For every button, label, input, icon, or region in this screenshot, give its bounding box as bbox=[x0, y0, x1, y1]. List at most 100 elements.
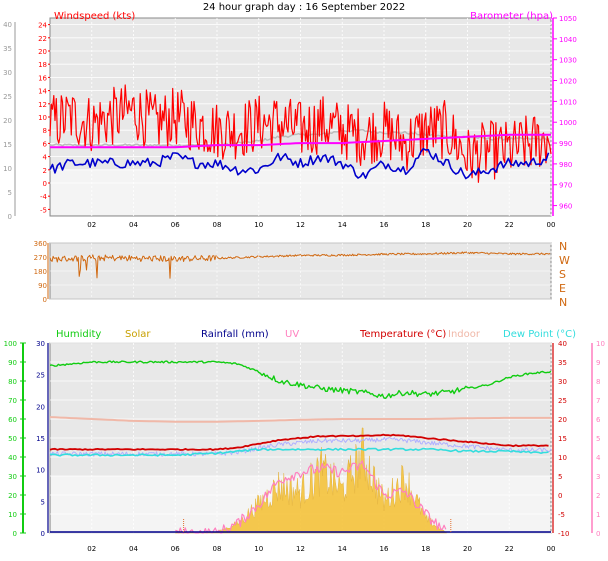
x-tick-label: 20 bbox=[463, 221, 472, 229]
compass-label: N bbox=[559, 240, 567, 253]
baro-axis-title: Barometer (hpa) bbox=[470, 11, 553, 22]
compass-label: S bbox=[559, 268, 566, 281]
humidity-tick-label: 10 bbox=[8, 511, 17, 519]
temperature-tick-label: 35 bbox=[558, 359, 567, 367]
outer-left-tick: 0 bbox=[8, 213, 12, 221]
direction-tick-label: 360 bbox=[34, 240, 47, 248]
wind-tick-label: 10 bbox=[38, 114, 47, 122]
humidity-tick-label: 70 bbox=[8, 397, 17, 405]
wind-panel-lower bbox=[51, 169, 550, 215]
rainfall-tick-label: 5 bbox=[41, 498, 45, 506]
uv-tick-label: 1 bbox=[596, 511, 600, 519]
humidity-tick-label: 20 bbox=[8, 492, 17, 500]
temperature-tick-label: 20 bbox=[558, 416, 567, 424]
x-tick-label: 20 bbox=[463, 545, 472, 553]
direction-tick-label: 0 bbox=[43, 296, 47, 304]
humidity-tick-label: 100 bbox=[4, 340, 17, 348]
uv-tick-label: 7 bbox=[596, 397, 600, 405]
x-tick-label: 14 bbox=[338, 545, 347, 553]
wind-tick-label: 14 bbox=[38, 88, 47, 96]
baro-tick-label: 1000 bbox=[559, 119, 577, 127]
x-tick-label: 08 bbox=[213, 221, 222, 229]
outer-left-tick: 30 bbox=[3, 69, 12, 77]
temperature-tick-label: -10 bbox=[558, 530, 569, 538]
temperature-tick-label: 25 bbox=[558, 397, 567, 405]
x-tick-label: 12 bbox=[296, 545, 305, 553]
x-tick-label: 02 bbox=[87, 545, 96, 553]
humidity-tick-label: 60 bbox=[8, 416, 17, 424]
wind-tick-label: -5 bbox=[40, 206, 47, 214]
rainfall-tick-label: 30 bbox=[36, 340, 45, 348]
uv-tick-label: 6 bbox=[596, 416, 601, 424]
outer-left-tick: 25 bbox=[3, 93, 12, 101]
indoor-label: Indoor bbox=[448, 329, 481, 340]
indoor-line bbox=[49, 416, 551, 423]
x-tick-label: 14 bbox=[338, 221, 347, 229]
page-title: 24 hour graph day : 16 September 2022 bbox=[203, 2, 405, 13]
x-tick-label: 02 bbox=[87, 221, 96, 229]
dewpoint-label: Dew Point (°C) bbox=[503, 329, 576, 340]
temperature-tick-label: 0 bbox=[558, 492, 562, 500]
x-tick-label: 04 bbox=[129, 221, 138, 229]
temperature-line bbox=[49, 433, 549, 451]
wind-tick-label: 22 bbox=[38, 35, 47, 43]
baro-tick-label: 1050 bbox=[559, 15, 577, 23]
wind-tick-label: 0 bbox=[43, 180, 47, 188]
humidity-tick-label: 0 bbox=[13, 530, 17, 538]
temperature-tick-label: 30 bbox=[558, 378, 567, 386]
baro-tick-label: 990 bbox=[559, 140, 572, 148]
outer-left-tick: 20 bbox=[3, 117, 12, 125]
wind-tick-label: 12 bbox=[38, 101, 47, 109]
outer-left-tick: 15 bbox=[3, 141, 12, 149]
humidity-tick-label: 90 bbox=[8, 359, 17, 367]
uv-tick-label: 0 bbox=[596, 530, 600, 538]
baro-tick-label: 1020 bbox=[559, 78, 577, 86]
dewpoint-line bbox=[49, 447, 549, 457]
uv-tick-label: 4 bbox=[596, 454, 601, 462]
baro-tick-label: 960 bbox=[559, 203, 572, 211]
uv-tick-label: 8 bbox=[596, 378, 600, 386]
wind-tick-label: 8 bbox=[43, 127, 47, 135]
x-tick-label: 06 bbox=[171, 545, 180, 553]
direction-line bbox=[49, 251, 551, 279]
temperature-tick-label: 10 bbox=[558, 454, 567, 462]
wind-tick-label: 4 bbox=[43, 154, 48, 162]
uv-tick-label: 5 bbox=[596, 435, 600, 443]
x-tick-label: 18 bbox=[421, 545, 430, 553]
temperature-tick-label: 40 bbox=[558, 340, 567, 348]
baro-tick-label: 970 bbox=[559, 182, 572, 190]
uv-tick-label: 10 bbox=[596, 340, 605, 348]
outer-left-tick: 35 bbox=[3, 45, 12, 53]
wind-tick-label: 18 bbox=[38, 61, 47, 69]
baro-tick-label: 1010 bbox=[559, 98, 577, 106]
barometer-line bbox=[50, 133, 551, 149]
humidity-label: Humidity bbox=[56, 329, 101, 340]
x-tick-label: 22 bbox=[505, 545, 514, 553]
compass-label: W bbox=[559, 254, 570, 267]
x-tick-label: 12 bbox=[296, 221, 305, 229]
x-tick-label: 10 bbox=[254, 221, 263, 229]
x-tick-label: 04 bbox=[129, 545, 138, 553]
temperature-tick-label: 5 bbox=[558, 473, 562, 481]
wind-tick-label: 6 bbox=[43, 140, 48, 148]
temperature-label: Temperature (°C) bbox=[359, 329, 446, 340]
direction-tick-label: 270 bbox=[34, 254, 47, 262]
outer-left-tick: 10 bbox=[3, 165, 12, 173]
rainfall-tick-label: 0 bbox=[41, 530, 45, 538]
rainfall-tick-label: 15 bbox=[36, 435, 45, 443]
x-tick-label: 08 bbox=[213, 545, 222, 553]
temperature-tick-label: 15 bbox=[558, 435, 567, 443]
uv-line bbox=[175, 460, 447, 534]
direction-tick-label: 90 bbox=[38, 282, 47, 290]
humidity-tick-label: 30 bbox=[8, 473, 17, 481]
x-tick-label: 00 bbox=[547, 545, 556, 553]
rainfall-tick-label: 25 bbox=[36, 372, 45, 380]
wind-gust-line bbox=[49, 84, 552, 183]
uv-tick-label: 3 bbox=[596, 473, 600, 481]
humidity-tick-label: 80 bbox=[8, 378, 17, 386]
wind-tick-label: 16 bbox=[38, 74, 47, 82]
rainfall-tick-label: 20 bbox=[36, 403, 45, 411]
wind-tick-label: -4 bbox=[40, 193, 48, 201]
